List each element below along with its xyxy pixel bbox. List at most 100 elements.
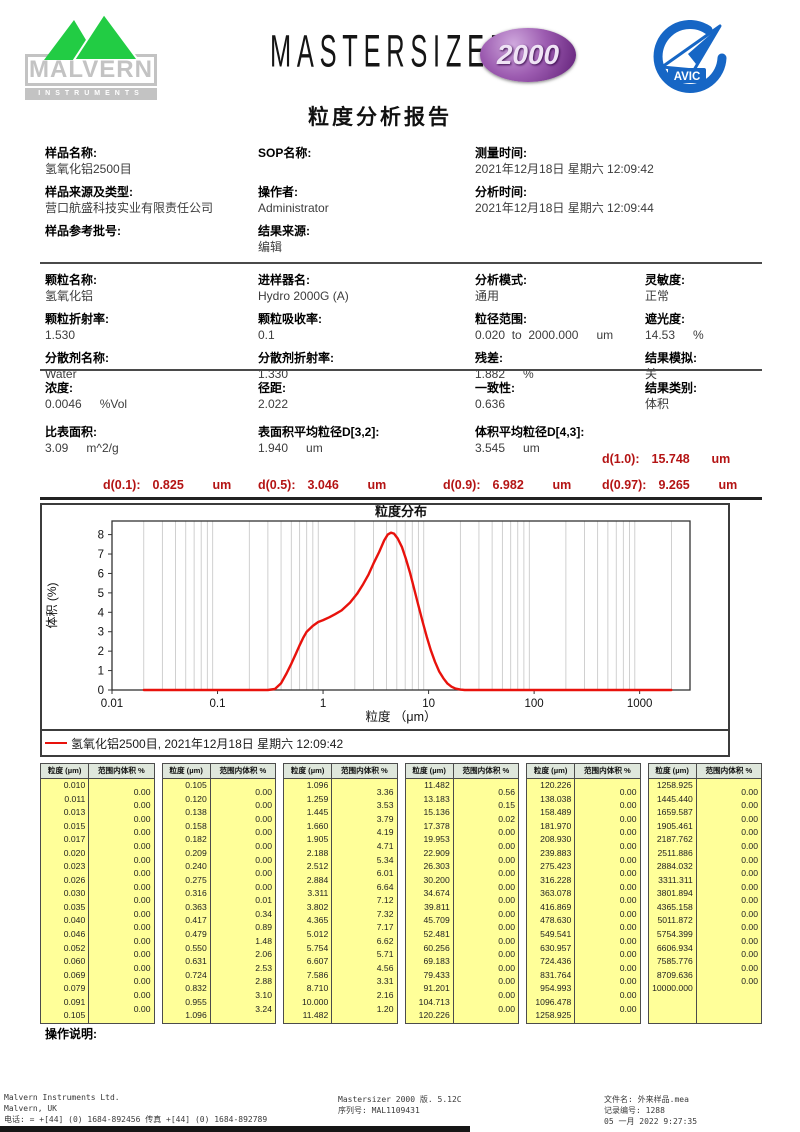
scan-edge-bar [0,1126,470,1132]
sample-label: 分析时间: [475,185,527,199]
size-cell: 22.909 [423,847,450,858]
size-cell: 831.764 [540,969,572,980]
value-cell: 0.00 [498,854,515,865]
value-cell: 0.00 [619,976,637,987]
d-value-label: d(0.9): [443,478,481,492]
value-cell: 3.53 [376,800,394,811]
result-cell: 一致性: 0.636 [475,380,645,412]
value-cell: 1.48 [255,935,272,946]
value-cell: 0.00 [133,800,151,811]
d-value-label: d(0.97): [602,478,647,492]
d-value-0.5: d(0.5): 3.046 um [258,478,386,492]
param-cell: 遮光度: 14.53% [645,311,760,343]
size-cell: 0.046 [63,929,86,940]
size-cell: 138.038 [540,793,572,804]
legend-label: 氢氧化铝2500目, 2021年12月18日 星期六 12:09:42 [71,736,344,751]
param-label: 粒径范围: [475,312,527,326]
result-cell: 径距: 2.022 [258,380,475,412]
value-cell: 0.00 [498,990,515,1000]
size-table-6: 粒度 (µm) 范围内体积 % 1258.925 1445.440 1659.587 19… [647,763,762,1024]
sample-label: 样品名称: [45,146,97,160]
size-cell: 0.417 [185,915,207,926]
param-cell: 残差: 1.882% [475,350,645,382]
sample-label: 样品参考批号: [45,224,121,238]
size-cell: 478.630 [540,915,572,926]
size-cell: 0.023 [63,861,86,872]
avic-logo: AVIC [638,19,730,101]
size-cell: 26.303 [423,861,450,872]
value-cell: 0.00 [619,962,637,973]
size-cell: 0.105 [185,780,207,790]
value-cell: 3.24 [255,1003,272,1014]
size-cell: 8709.636 [656,969,693,980]
size-table-body: 0.105 0.120 0.138 0.158 0.182 0.209 0.240 0.275… [163,779,276,1023]
value-cell: 0.00 [255,854,272,865]
param-value-text: 1.530 [45,328,76,342]
result-unit: %Vol [99,397,128,411]
size-cell: 30.200 [423,874,450,885]
value-cell: 0.00 [741,976,758,987]
y-axis-label: 体积 (%) [45,582,59,628]
value-cell: 0.00 [498,962,515,973]
value-cell: 5.71 [376,949,394,960]
divider [40,262,762,264]
size-cell: 0.158 [185,820,207,831]
value-cell: 0.00 [619,949,637,960]
size-column: 11.482 13.183 15.136 17.378 19.953 22.909 26.3… [406,779,454,1023]
sample-label: 测量时间: [475,146,527,160]
value-cell: 0.00 [741,949,758,960]
param-cell: 颗粒吸收率: 0.1 [258,311,475,343]
size-cell: 1445.440 [656,793,693,804]
param-value-text: 通用 [475,289,500,303]
param-value-text: 14.53 [645,328,676,342]
y-tick-label: 2 [98,646,104,658]
value-cell: 4.19 [376,827,394,838]
result-cell: 比表面积: 3.09 m^2/g [45,424,258,456]
size-table-5: 粒度 (µm) 范围内体积 % 120.226 138.038 158.489 181.9… [526,763,641,1024]
value-cell: 0.00 [498,949,515,960]
param-label: 残差: [475,351,503,365]
param-label: 结果模拟: [645,351,697,365]
sample-value-text: 2021年12月18日 星期六 12:09:44 [475,201,654,215]
param-value-text: 正常 [645,289,670,303]
sample-info-section: 样品名称: 氢氧化铝2500目 SOP名称: 测量时间: 2021年12月18日 星期六… [45,145,760,255]
result-cell: 结果类别: 体积 [645,380,760,412]
value-cell: 0.00 [619,990,637,1000]
value-cell: 0.00 [619,1003,637,1014]
value-cell: 0.00 [619,922,637,933]
result-label: 一致性: [475,381,515,395]
size-cell: 3.802 [306,901,329,912]
divider [40,369,762,371]
size-cell: 0.011 [64,793,86,804]
size-cell: 2.884 [306,874,329,885]
param-cell: 进样器名: Hydro 2000G (A) [258,272,475,304]
value-cell: 0.00 [133,908,151,919]
size-table-2: 粒度 (µm) 范围内体积 % 0.105 0.120 0.138 0.158 0.182 0… [161,763,276,1024]
param-value: 通用 [475,288,645,304]
value-cell: 0.00 [741,827,758,838]
value-cell: 2.88 [255,976,272,987]
size-cell: 363.078 [540,888,572,899]
size-cell: 208.930 [540,834,572,845]
size-cell: 8.710 [306,983,329,994]
value-cell: 0.00 [741,922,758,933]
d-value-unit: um [552,478,572,492]
footer-software: Mastersizer 2000 版. 5.12C 序列号: MAL1109431 [338,1095,462,1117]
size-cell: 1.096 [185,1010,207,1021]
size-cell: 5754.399 [656,929,693,940]
value-cell: 6.64 [376,881,394,892]
x-axis-label: 粒度 （μm） [365,709,436,724]
param-value: 氢氧化铝 [45,288,258,304]
size-cell: 0.035 [63,901,86,912]
mastersizer-2000-badge: 2000 [480,28,576,82]
value-cell: 0.00 [133,827,151,838]
size-cell: 5011.872 [657,915,693,926]
sample-value-text: 营口航盛科技实业有限责任公司 [45,201,214,215]
value-cell: 0.00 [498,935,515,946]
size-cell: 181.970 [540,820,572,831]
param-value: 0.020 to 2000.000 um [475,327,645,343]
value-cell: 3.36 [376,786,394,797]
param-unit: % [693,328,704,342]
result-value: 3.09 m^2/g [45,440,258,456]
